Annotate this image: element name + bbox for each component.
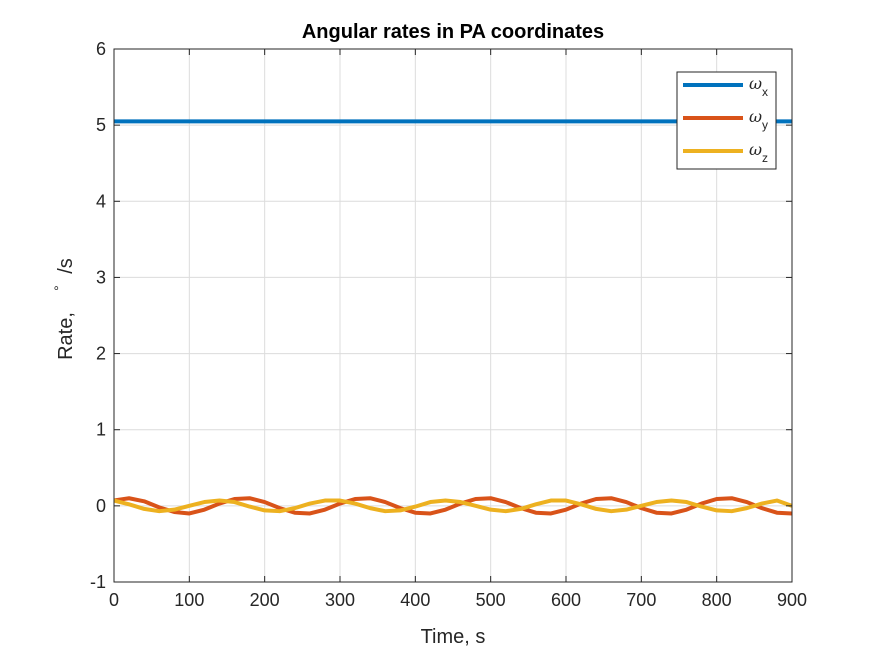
x-tick-label: 200 xyxy=(250,590,280,610)
x-tick-label: 400 xyxy=(400,590,430,610)
chart-title: Angular rates in PA coordinates xyxy=(302,21,604,43)
y-tick-labels: -1 0 1 2 3 4 5 6 xyxy=(90,39,106,592)
y-tick-label: 3 xyxy=(96,267,106,287)
x-tick-label: 600 xyxy=(551,590,581,610)
legend-subscript: z xyxy=(762,151,768,165)
legend-symbol: ω xyxy=(749,140,762,159)
y-tick-label: -1 xyxy=(90,572,106,592)
x-axis-label: Time, s xyxy=(421,626,486,648)
legend-subscript: x xyxy=(762,85,768,99)
y-tick-label: 4 xyxy=(96,191,106,211)
y-axis-label: Rate, ° /s xyxy=(51,258,77,360)
legend-label-omega-z: ωz xyxy=(749,140,768,165)
x-tick-label: 0 xyxy=(109,590,119,610)
y-tick-label: 0 xyxy=(96,496,106,516)
x-tick-label: 900 xyxy=(777,590,807,610)
legend-symbol: ω xyxy=(749,107,762,126)
x-tick-labels: 0 100 200 300 400 500 600 700 800 900 xyxy=(109,590,807,610)
x-tick-label: 300 xyxy=(325,590,355,610)
x-tick-label: 500 xyxy=(476,590,506,610)
y-tick-label: 1 xyxy=(96,420,106,440)
y-axis-label-unit: /s xyxy=(55,258,77,274)
y-tick-label: 6 xyxy=(96,39,106,59)
legend-label-omega-y: ωy xyxy=(749,107,768,132)
y-tick-label: 2 xyxy=(96,344,106,364)
series-line-omega-z xyxy=(113,498,793,514)
x-tick-label: 800 xyxy=(702,590,732,610)
y-axis-label-degree: ° xyxy=(51,285,67,291)
x-tick-label: 700 xyxy=(626,590,656,610)
y-axis-label-prefix: Rate, xyxy=(55,312,77,360)
x-tick-label: 100 xyxy=(174,590,204,610)
legend-label-omega-x: ωx xyxy=(749,74,768,99)
legend-symbol: ω xyxy=(749,74,762,93)
tick-marks xyxy=(113,48,793,583)
axes-box xyxy=(113,48,793,583)
y-tick-label: 5 xyxy=(96,115,106,135)
legend-subscript: y xyxy=(762,118,768,132)
